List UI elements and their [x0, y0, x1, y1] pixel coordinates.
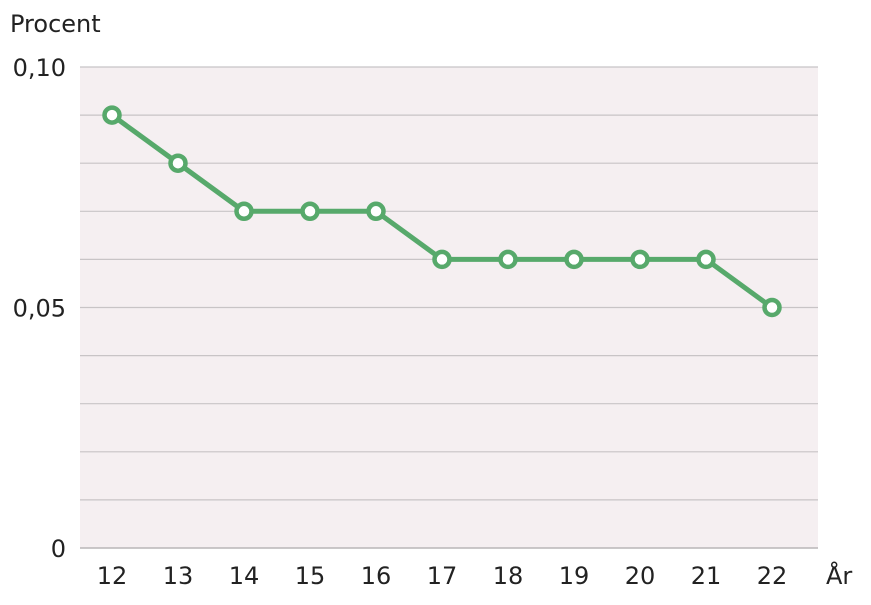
data-point	[432, 249, 452, 270]
x-tick-label: 15	[295, 562, 326, 590]
y-tick-label: 0,10	[13, 54, 66, 82]
x-tick-label: 12	[97, 562, 128, 590]
x-tick-label: 18	[493, 562, 524, 590]
x-tick-labels: 12 13 14 15 16 17 18 19 20 21 22	[97, 562, 788, 590]
data-point	[234, 201, 254, 222]
data-point	[696, 249, 716, 270]
x-tick-label: 21	[691, 562, 722, 590]
y-axis-title: Procent	[10, 10, 101, 38]
data-point	[564, 249, 584, 270]
data-points	[102, 105, 782, 318]
y-tick-label: 0	[51, 535, 66, 563]
x-tick-label: 19	[559, 562, 590, 590]
x-tick-label: 13	[163, 562, 194, 590]
y-tick-label: 0,05	[13, 295, 66, 323]
x-tick-label: 22	[757, 562, 788, 590]
data-point	[300, 201, 320, 222]
x-tick-label: 20	[625, 562, 656, 590]
data-point	[366, 201, 386, 222]
data-point	[168, 153, 188, 173]
x-axis-title: År	[826, 561, 852, 590]
x-tick-label: 17	[427, 562, 458, 590]
y-tick-labels: 0 0,05 0,10	[13, 54, 66, 563]
data-point	[102, 105, 122, 125]
data-point	[630, 249, 650, 270]
x-tick-label: 16	[361, 562, 392, 590]
data-point	[498, 249, 518, 270]
data-point	[762, 297, 782, 318]
x-tick-label: 14	[229, 562, 260, 590]
